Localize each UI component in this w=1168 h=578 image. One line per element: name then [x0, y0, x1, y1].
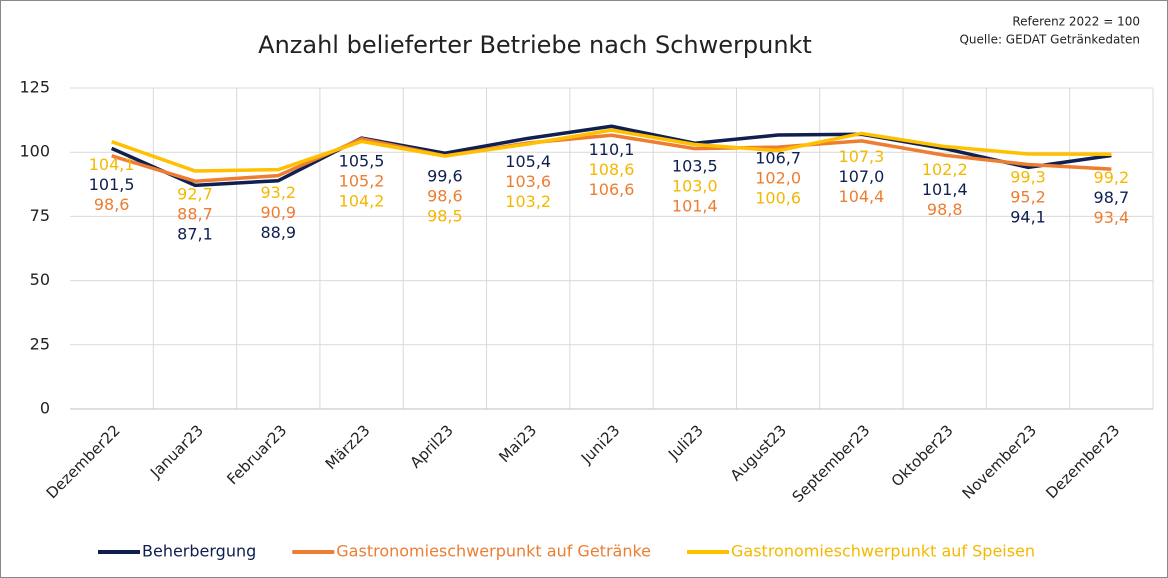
y-tick-label: 75	[30, 206, 50, 225]
series-line	[111, 128, 1112, 173]
value-label: 87,1	[177, 224, 213, 243]
value-label: 104,2	[339, 192, 385, 211]
value-label: 95,2	[1010, 187, 1046, 206]
legend-label: Beherbergung	[142, 542, 256, 561]
series-line	[110, 124, 1112, 188]
value-label: 105,2	[339, 172, 385, 191]
y-tick-label: 125	[19, 78, 50, 97]
value-label: 105,4	[505, 152, 551, 171]
value-label: 107,0	[839, 167, 885, 186]
value-label: 104,1	[89, 155, 135, 174]
value-label: 99,2	[1094, 168, 1130, 187]
value-label: 102,2	[922, 160, 968, 179]
chart-title: Anzahl belieferter Betriebe nach Schwerp…	[258, 31, 812, 59]
value-label: 101,4	[672, 197, 718, 216]
annotation: Referenz 2022 = 100	[1012, 15, 1140, 29]
legend-label: Gastronomieschwerpunkt auf Getränke	[336, 542, 651, 561]
value-label: 93,2	[260, 183, 296, 202]
value-label: 106,7	[755, 148, 801, 167]
value-label: 101,5	[89, 175, 135, 194]
value-label: 106,6	[589, 180, 635, 199]
y-tick-label: 0	[40, 399, 50, 418]
legend-label: Gastronomieschwerpunkt auf Speisen	[731, 542, 1035, 561]
value-label: 102,0	[755, 168, 801, 187]
value-label: 103,5	[672, 157, 718, 176]
value-label: 98,5	[427, 207, 463, 226]
value-label: 98,7	[1094, 188, 1130, 207]
value-label: 88,7	[177, 204, 213, 223]
value-label: 98,6	[427, 187, 463, 206]
value-label: 107,3	[839, 147, 885, 166]
series-line	[111, 133, 1112, 183]
value-label: 105,5	[339, 152, 385, 171]
value-label: 110,1	[589, 140, 635, 159]
value-label: 101,4	[922, 180, 968, 199]
y-tick-label: 50	[30, 270, 50, 289]
value-label: 99,6	[427, 167, 463, 186]
value-label: 103,0	[672, 177, 718, 196]
value-label: 98,8	[927, 200, 963, 219]
value-label: 99,3	[1010, 167, 1046, 186]
value-label: 92,7	[177, 184, 213, 203]
value-label: 108,6	[589, 160, 635, 179]
value-label: 93,4	[1094, 208, 1130, 227]
value-label: 94,1	[1010, 207, 1046, 226]
value-label: 90,9	[260, 203, 296, 222]
value-label: 100,6	[755, 188, 801, 207]
value-label: 88,9	[260, 223, 296, 242]
value-label: 104,4	[839, 187, 885, 206]
annotation: Quelle: GEDAT Getränkedaten	[959, 33, 1140, 47]
value-label: 103,6	[505, 172, 551, 191]
value-label: 98,6	[94, 195, 130, 214]
y-tick-label: 100	[19, 142, 50, 161]
y-tick-label: 25	[30, 334, 50, 353]
value-label: 103,2	[505, 192, 551, 211]
